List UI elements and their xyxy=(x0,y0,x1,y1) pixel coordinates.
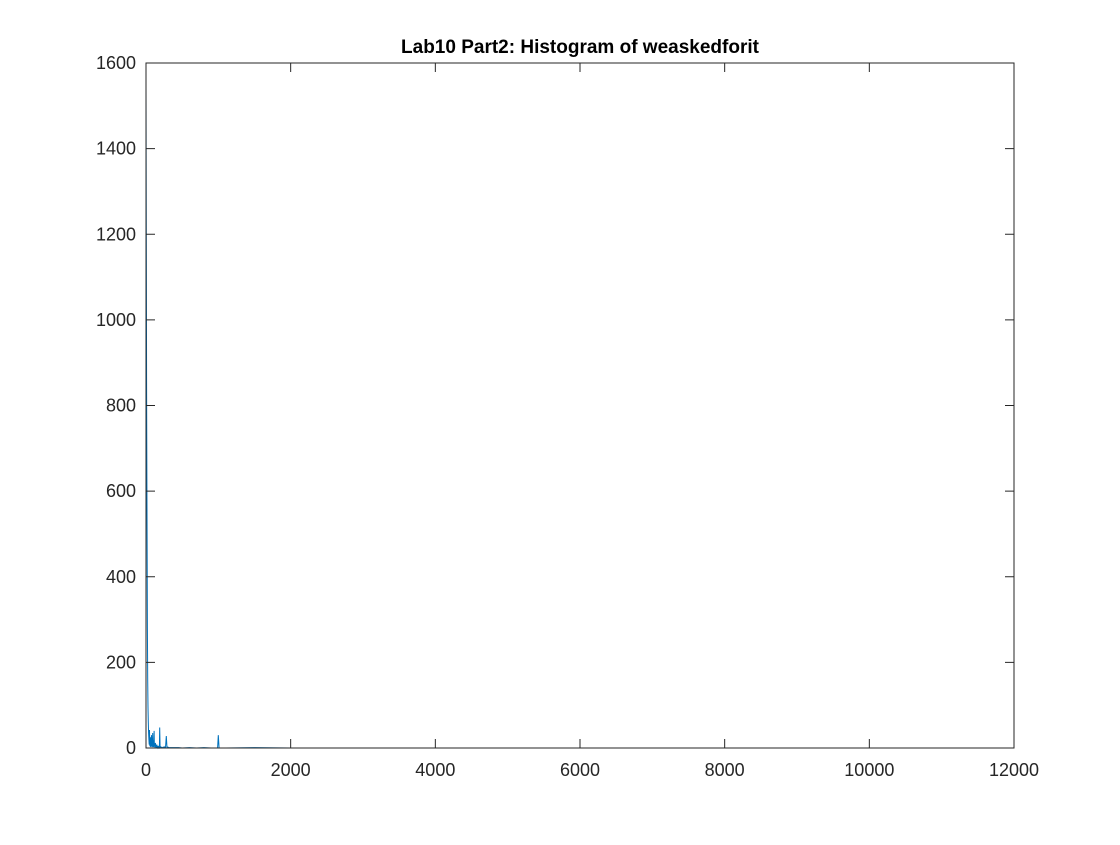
y-tick-label: 1200 xyxy=(96,224,136,244)
y-tick-label: 400 xyxy=(106,567,136,587)
x-tick-label: 12000 xyxy=(989,760,1039,780)
plot-area-background xyxy=(146,63,1014,748)
y-tick-label: 1600 xyxy=(96,53,136,73)
x-tick-label: 6000 xyxy=(560,760,600,780)
x-tick-label: 8000 xyxy=(705,760,745,780)
y-tick-label: 600 xyxy=(106,481,136,501)
chart-title: Lab10 Part2: Histogram of weaskedforit xyxy=(401,37,760,58)
x-tick-label: 2000 xyxy=(271,760,311,780)
x-tick-label: 4000 xyxy=(415,760,455,780)
y-tick-label: 1400 xyxy=(96,139,136,159)
x-tick-label: 10000 xyxy=(844,760,894,780)
y-tick-label: 800 xyxy=(106,396,136,416)
x-tick-label: 0 xyxy=(141,760,151,780)
y-tick-label: 200 xyxy=(106,652,136,672)
axes-layer: 0 2000 4000 6000 8000 10000 12000 0 200 400 600 800… xyxy=(96,53,1039,780)
y-tick-label: 0 xyxy=(126,738,136,758)
y-tick-label: 1000 xyxy=(96,310,136,330)
